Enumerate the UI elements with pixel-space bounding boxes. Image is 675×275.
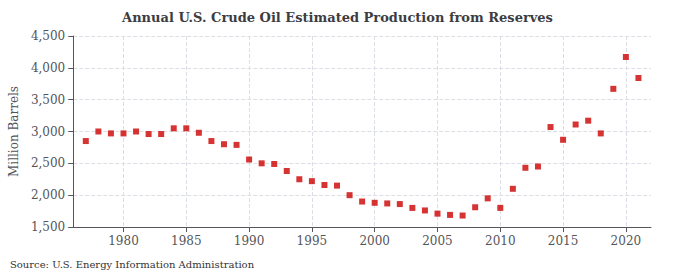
svg-text:2010: 2010	[485, 234, 516, 248]
svg-text:2020: 2020	[611, 234, 642, 248]
svg-text:2015: 2015	[548, 234, 579, 248]
svg-text:1995: 1995	[297, 234, 328, 248]
svg-text:Million Barrels: Million Barrels	[7, 86, 21, 177]
svg-text:2005: 2005	[422, 234, 453, 248]
svg-text:2,500: 2,500	[31, 156, 65, 170]
svg-text:Source: U.S. Energy Informatio: Source: U.S. Energy Information Administ…	[10, 259, 255, 270]
svg-text:2000: 2000	[359, 234, 390, 248]
svg-text:Annual U.S. Crude Oil Estimate: Annual U.S. Crude Oil Estimated Producti…	[121, 10, 553, 25]
svg-text:1980: 1980	[108, 234, 139, 248]
svg-text:3,500: 3,500	[31, 93, 65, 107]
svg-text:3,000: 3,000	[31, 125, 65, 139]
svg-text:1,500: 1,500	[31, 220, 65, 234]
svg-text:2,000: 2,000	[31, 188, 65, 202]
svg-text:4,000: 4,000	[31, 61, 65, 75]
svg-text:1985: 1985	[171, 234, 202, 248]
svg-text:1990: 1990	[234, 234, 265, 248]
svg-text:4,500: 4,500	[31, 29, 65, 43]
